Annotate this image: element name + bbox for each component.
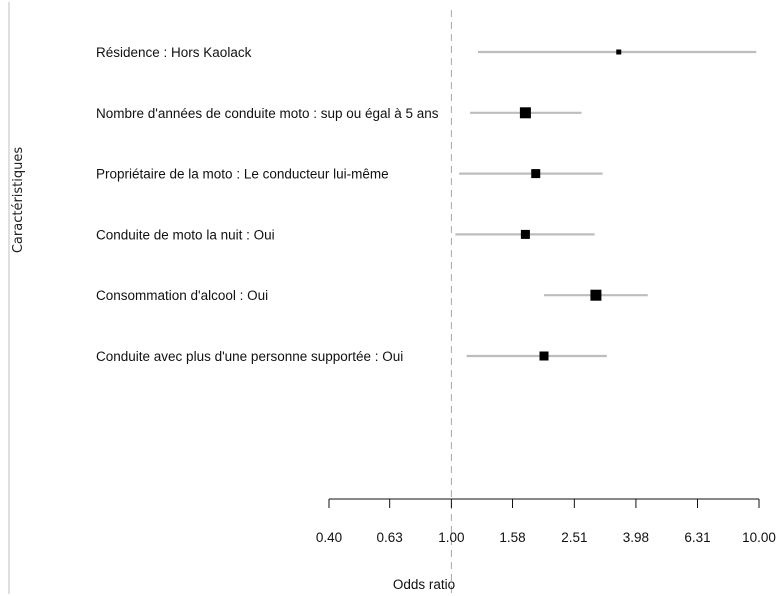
- forest-row: Propriétaire de la moto : Le conducteur …: [96, 167, 603, 182]
- x-tick-label: 3.98: [623, 530, 649, 545]
- row-label: Consommation d'alcool : Oui: [96, 288, 268, 303]
- row-label: Résidence : Hors Kaolack: [96, 45, 252, 60]
- forest-row: Nombre d'années de conduite moto : sup o…: [96, 106, 582, 121]
- row-label: Nombre d'années de conduite moto : sup o…: [96, 106, 439, 121]
- forest-row: Consommation d'alcool : Oui: [96, 288, 648, 303]
- forest-row: Conduite de moto la nuit : Oui: [96, 227, 595, 242]
- x-ticks-group: 0.40 0.63 1.00 1.58 2.51 3.98 6.31 10.00: [316, 499, 776, 545]
- row-label: Conduite avec plus d'une personne suppor…: [96, 349, 403, 364]
- rows-group: Résidence : Hors Kaolack Nombre d'années …: [96, 45, 757, 364]
- x-tick-label: 10.00: [742, 530, 776, 545]
- y-axis-title: Caractéristiques: [11, 147, 26, 254]
- point-estimate-marker: [590, 289, 602, 301]
- forest-row: Résidence : Hors Kaolack: [96, 45, 757, 60]
- point-estimate-marker: [520, 229, 530, 239]
- x-tick-label: 1.58: [499, 530, 525, 545]
- x-axis-title: Odds ratio: [393, 577, 455, 592]
- point-estimate-marker: [519, 107, 531, 119]
- row-label: Conduite de moto la nuit : Oui: [96, 227, 275, 242]
- x-tick-label: 2.51: [561, 530, 587, 545]
- point-estimate-marker: [616, 49, 622, 55]
- x-tick-label: 0.63: [377, 530, 403, 545]
- x-tick-label: 1.00: [438, 530, 464, 545]
- x-tick-label: 6.31: [684, 530, 710, 545]
- row-label: Propriétaire de la moto : Le conducteur …: [96, 167, 389, 182]
- x-tick-label: 0.40: [316, 530, 342, 545]
- point-estimate-marker: [539, 351, 549, 361]
- point-estimate-marker: [531, 169, 541, 179]
- forest-row: Conduite avec plus d'une personne suppor…: [96, 349, 607, 364]
